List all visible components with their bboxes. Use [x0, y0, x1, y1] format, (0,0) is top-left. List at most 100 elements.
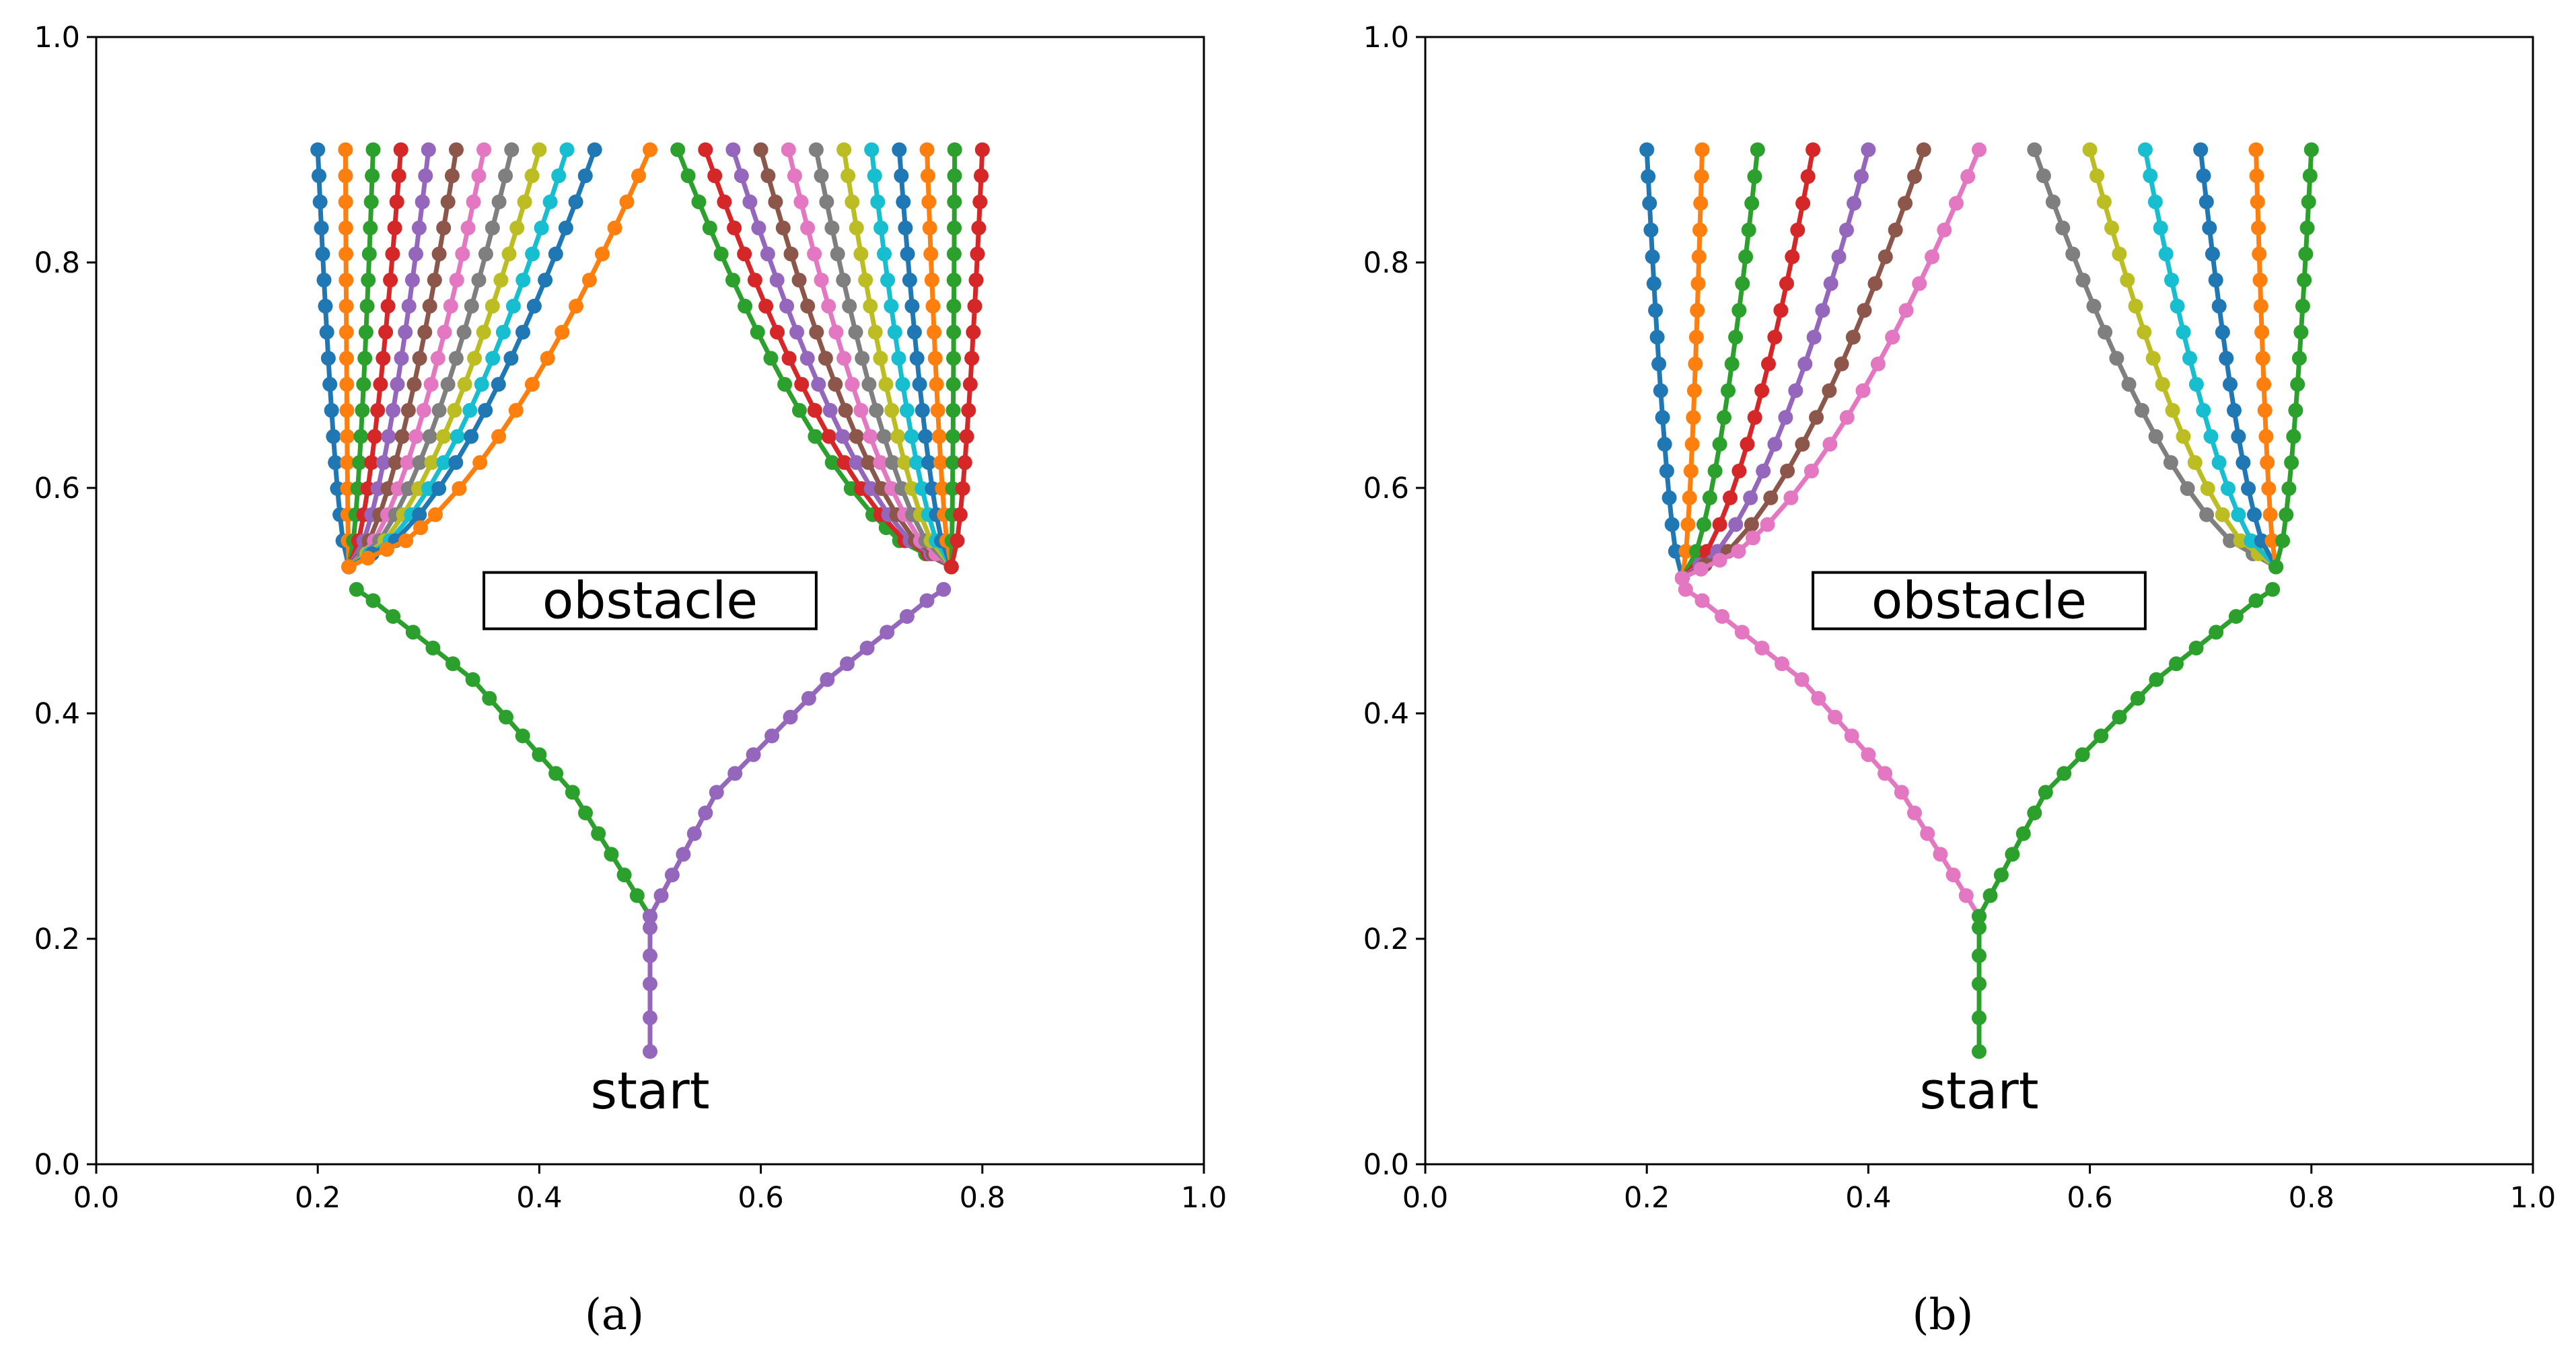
series-marker	[2215, 324, 2230, 340]
series-marker	[1721, 383, 1736, 398]
series-marker	[364, 455, 379, 470]
series-marker	[880, 625, 895, 640]
series-marker	[904, 429, 919, 444]
series-marker	[2303, 142, 2319, 157]
series-marker	[2027, 806, 2042, 820]
series-marker	[836, 351, 852, 366]
series-marker	[330, 481, 345, 496]
series-marker	[1649, 330, 1665, 345]
series-marker	[2290, 377, 2305, 392]
series-marker	[2248, 142, 2264, 157]
series-marker	[338, 194, 353, 209]
series-marker	[946, 351, 961, 366]
branch-1	[1972, 581, 2281, 924]
series-marker	[1651, 356, 1667, 371]
series-marker	[1937, 222, 1952, 238]
series-marker	[359, 298, 375, 314]
series-marker	[822, 402, 838, 418]
series-marker	[777, 377, 793, 392]
series-marker	[894, 168, 909, 184]
series-marker	[2258, 429, 2274, 444]
x-tick-label: 1.0	[1181, 1181, 1227, 1215]
series-marker	[1972, 142, 1987, 157]
series-marker	[921, 194, 937, 209]
series-marker	[921, 455, 936, 470]
series-marker	[2299, 220, 2315, 236]
series-marker	[849, 220, 864, 236]
trunk-path	[643, 920, 657, 1059]
series-marker	[504, 142, 520, 157]
series-marker	[365, 593, 381, 608]
series-marker	[367, 429, 382, 444]
series-marker	[315, 246, 330, 262]
series-marker	[760, 168, 776, 184]
series-marker	[1780, 463, 1795, 478]
series-marker	[1712, 553, 1727, 568]
series-marker	[338, 142, 353, 157]
series-marker	[358, 324, 373, 340]
series-marker	[324, 402, 339, 418]
series-marker	[2075, 273, 2091, 288]
series-marker	[558, 220, 573, 236]
series-marker	[534, 220, 549, 236]
series-marker	[952, 507, 968, 522]
series-marker	[551, 168, 567, 184]
series-marker	[430, 351, 445, 366]
series-marker	[1657, 437, 1672, 452]
series-marker	[793, 194, 809, 209]
series-marker	[814, 273, 829, 288]
series-marker	[884, 481, 900, 496]
series-marker	[338, 168, 353, 184]
series-marker	[770, 324, 785, 340]
series-marker	[373, 377, 388, 392]
series-marker	[1920, 826, 1935, 841]
obstacle-label: obstacle	[1871, 571, 2087, 631]
series-marker	[2281, 481, 2297, 496]
series-marker	[2170, 298, 2185, 314]
y-tick-label: 0.8	[1363, 246, 1409, 280]
series-marker	[867, 324, 883, 340]
series-marker	[2169, 656, 2184, 672]
series-marker	[326, 429, 341, 444]
series-marker	[390, 481, 406, 496]
series-marker	[436, 455, 452, 470]
series-marker	[2082, 142, 2098, 157]
series-marker	[1680, 517, 1696, 532]
series-marker	[2196, 402, 2211, 418]
series-marker	[1767, 437, 1783, 452]
series-marker	[444, 168, 460, 184]
series-marker	[491, 429, 507, 444]
series-marker	[328, 455, 343, 470]
series-marker	[878, 377, 894, 392]
series-marker	[1683, 463, 1698, 478]
series-marker	[769, 273, 785, 288]
x-tick-label: 0.6	[2067, 1181, 2112, 1215]
panel-a: obstacle start 0.0 0.2 0.4 0.6 0.8 1.0 0.0 0.2 0.4…	[34, 21, 1227, 1215]
series-marker	[800, 298, 816, 314]
series-marker	[758, 298, 774, 314]
series-marker	[1690, 276, 1706, 291]
series-marker	[2244, 533, 2259, 548]
series-marker	[643, 948, 657, 964]
series-marker	[361, 246, 377, 262]
series-marker	[2262, 507, 2278, 522]
series-marker	[918, 429, 933, 444]
series-marker	[363, 220, 378, 236]
series-marker	[1912, 276, 1927, 291]
series-marker	[873, 455, 888, 470]
series-marker	[1972, 1010, 1987, 1026]
x-tick-label: 0.6	[738, 1181, 783, 1215]
series-marker	[945, 481, 960, 496]
series-marker	[548, 766, 564, 781]
series-marker	[819, 194, 834, 209]
series-marker	[316, 273, 332, 288]
series-marker	[1949, 196, 1964, 211]
series-marker	[1743, 490, 1758, 505]
series-marker	[686, 826, 702, 841]
series-marker	[375, 455, 391, 470]
series-marker	[387, 220, 402, 236]
series-marker	[824, 220, 840, 236]
series-marker	[836, 273, 851, 288]
series-marker	[319, 324, 334, 340]
series-marker	[375, 351, 391, 366]
